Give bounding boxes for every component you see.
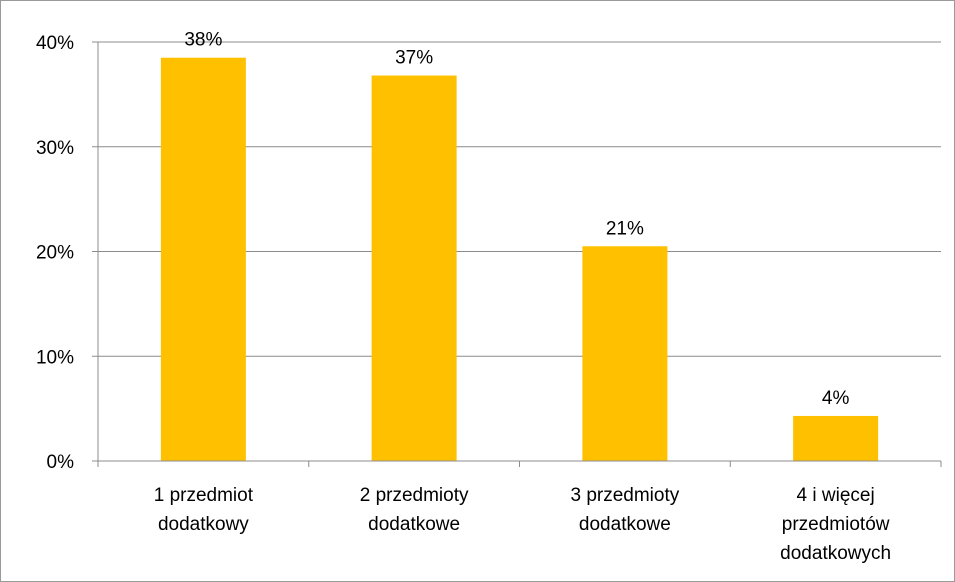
bar — [371, 75, 457, 462]
data-label: 4% — [822, 388, 850, 409]
category-label: dodatkowych — [780, 543, 891, 564]
category-label: dodatkowe — [368, 514, 460, 535]
category-label: 4 i więcej — [797, 485, 875, 506]
data-label: 21% — [606, 218, 644, 239]
category-label: dodatkowy — [158, 514, 249, 535]
y-tick-label: 20% — [36, 243, 74, 264]
y-tick-label: 30% — [36, 138, 74, 159]
data-label: 38% — [184, 30, 222, 51]
data-label: 37% — [395, 48, 433, 69]
category-label: 2 przedmioty — [360, 485, 469, 506]
category-label: 3 przedmioty — [570, 485, 679, 506]
category-label: 1 przedmiot — [154, 485, 254, 506]
y-tick-label: 10% — [36, 347, 74, 368]
bar — [793, 415, 879, 461]
y-tick-label: 0% — [47, 452, 75, 473]
bar — [160, 57, 246, 462]
axes — [92, 41, 942, 467]
y-tick-label: 40% — [36, 33, 74, 54]
bars — [160, 57, 879, 462]
category-label: dodatkowe — [579, 514, 671, 535]
category-label: przedmiotów — [782, 514, 890, 535]
bar — [582, 246, 668, 461]
labels: 0% 10% 20% 30% 40% 38% 1 przedmiot dodatkowy 37%… — [36, 30, 891, 564]
